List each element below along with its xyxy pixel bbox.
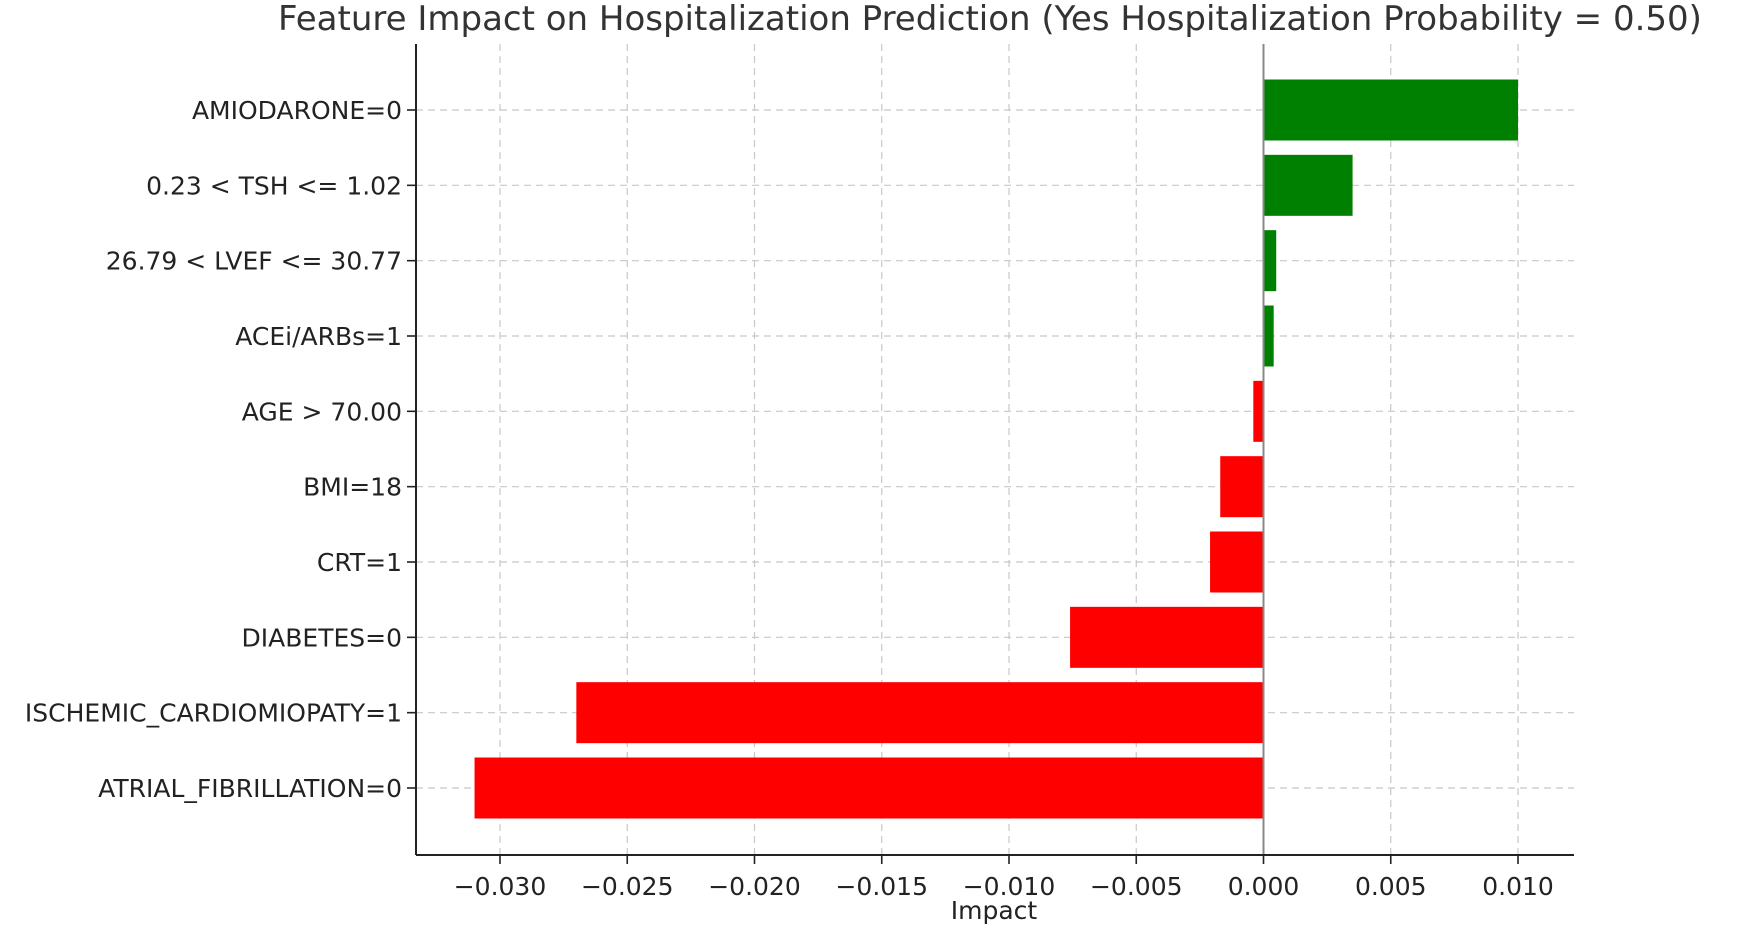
y-tick-label: AGE > 70.00 — [242, 397, 402, 426]
bar — [474, 757, 1264, 819]
bar — [1263, 79, 1519, 141]
chart-title: Feature Impact on Hospitalization Predic… — [278, 0, 1702, 39]
y-tick-label: BMI=18 — [303, 473, 402, 502]
y-tick-label: ATRIAL_FIBRILLATION=0 — [98, 774, 402, 803]
y-tick-label: DIABETES=0 — [242, 623, 402, 652]
y-tick-label: CRT=1 — [317, 548, 402, 577]
x-tick-label: −0.015 — [835, 872, 928, 901]
bars — [474, 79, 1519, 819]
axes — [407, 44, 1574, 864]
x-tick-label: 0.000 — [1228, 872, 1300, 901]
y-tick-label: AMIODARONE=0 — [192, 96, 402, 125]
y-tick-label: 0.23 < TSH <= 1.02 — [146, 171, 402, 200]
y-tick-label: 26.79 < LVEF <= 30.77 — [106, 247, 402, 276]
bar — [1210, 531, 1264, 593]
bar — [1253, 380, 1264, 442]
bar — [1220, 456, 1264, 518]
bar — [1263, 154, 1353, 216]
x-tick-label: 0.010 — [1482, 872, 1554, 901]
x-tick-label: −0.025 — [581, 872, 674, 901]
bar — [1263, 230, 1277, 292]
x-tick-label: −0.010 — [963, 872, 1056, 901]
bar — [1070, 606, 1264, 668]
bar — [576, 682, 1264, 744]
x-axis-label: Impact — [951, 896, 1038, 925]
x-tick-label: 0.005 — [1355, 872, 1427, 901]
tick-labels: −0.030 −0.025 −0.020 −0.015 −0.010 −0.005 0.00… — [25, 96, 1554, 901]
x-tick-label: −0.030 — [454, 872, 547, 901]
bar — [1263, 305, 1274, 367]
y-tick-label: ISCHEMIC_CARDIOMIOPATY=1 — [25, 699, 402, 728]
y-tick-label: ACEi/ARBs=1 — [235, 322, 402, 351]
x-tick-label: −0.020 — [708, 872, 801, 901]
x-tick-label: −0.005 — [1090, 872, 1183, 901]
